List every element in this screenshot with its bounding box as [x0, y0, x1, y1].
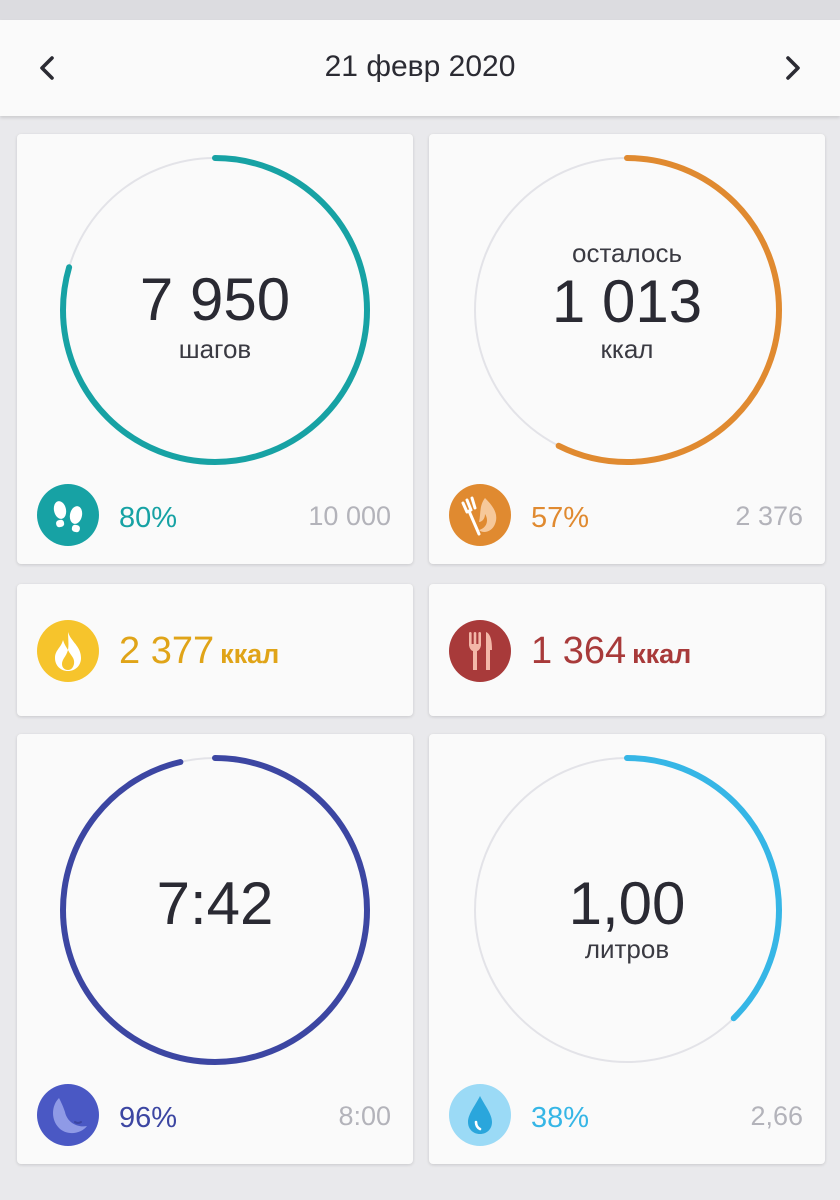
calories-remaining-unit: ккал: [600, 334, 654, 364]
moon-icon: [37, 1084, 99, 1146]
eaten-calories-value-group: 1 364 ккал: [531, 630, 691, 673]
sleep-value: 7:42: [156, 870, 274, 937]
water-unit: литров: [584, 934, 670, 964]
current-date[interactable]: 21 февр 2020: [324, 50, 516, 83]
steps-card[interactable]: 7 950 шагов 80% 10 000: [17, 134, 413, 564]
calories-percent: 57%: [531, 502, 590, 534]
sleep-progress-ring: [60, 755, 370, 1065]
sleep-card[interactable]: 7:42 96% 8:00: [17, 734, 413, 1164]
eaten-calories-card[interactable]: 1 364 ккал: [429, 584, 825, 716]
sleep-goal: 8:00: [338, 1101, 391, 1131]
steps-percent: 80%: [119, 502, 178, 534]
sleep-percent: 96%: [119, 1102, 178, 1134]
water-value: 1,00: [568, 870, 686, 937]
steps-unit: шагов: [178, 334, 252, 364]
water-card[interactable]: 1,00 литров 38% 2,66: [429, 734, 825, 1164]
fork-knife-icon: [449, 620, 511, 682]
calories-card[interactable]: осталось 1 013 ккал 57% 2 376: [429, 134, 825, 564]
water-percent: 38%: [531, 1102, 590, 1134]
steps-value: 7 950: [139, 266, 291, 333]
water-goal: 2,66: [750, 1101, 803, 1131]
calories-remaining-value: 1 013: [551, 268, 703, 335]
burned-calories-value: 2 377: [119, 630, 215, 672]
burned-calories-card[interactable]: 2 377 ккал: [17, 584, 413, 716]
burned-calories-unit: ккал: [220, 639, 280, 669]
calories-goal: 2 376: [735, 501, 803, 531]
chevron-right-icon[interactable]: [772, 48, 812, 88]
steps-goal: 10 000: [308, 501, 391, 531]
calories-progress-ring: [472, 155, 782, 465]
water-drop-icon: [449, 1084, 511, 1146]
steps-progress-ring: [60, 155, 370, 465]
burned-calories-value-group: 2 377 ккал: [119, 630, 279, 673]
date-header: 21 февр 2020: [0, 20, 840, 116]
eaten-calories-unit: ккал: [632, 639, 692, 669]
chevron-left-icon[interactable]: [28, 48, 68, 88]
eaten-calories-value: 1 364: [531, 630, 627, 672]
flame-icon: [37, 620, 99, 682]
water-progress-ring: [472, 755, 782, 1065]
footprints-icon: [37, 484, 99, 546]
fork-flame-icon: [449, 484, 511, 546]
status-strip: [0, 0, 840, 20]
calories-remaining-label: осталось: [571, 238, 682, 268]
